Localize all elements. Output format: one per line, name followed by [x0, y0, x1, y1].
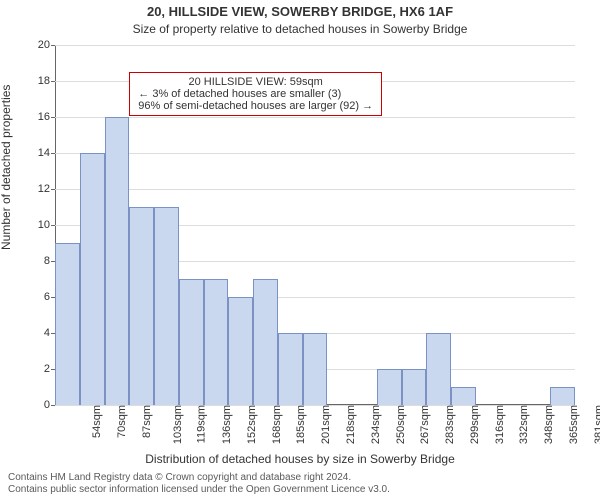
y-tick-label: 8: [18, 255, 50, 267]
x-tick-label: 119sqm: [196, 405, 208, 443]
y-tick-mark: [51, 189, 55, 190]
x-tick-label: 201sqm: [320, 405, 332, 444]
y-tick-label: 0: [18, 399, 50, 411]
y-tick-label: 12: [18, 183, 50, 195]
x-tick-label: 218sqm: [345, 405, 357, 444]
y-tick-label: 4: [18, 327, 50, 339]
histogram-bar: [451, 387, 476, 405]
gridline: [55, 189, 575, 190]
histogram-bar: [426, 333, 451, 405]
y-axis-label: Number of detached properties: [0, 85, 13, 250]
annotation-line: 96% of semi-detached houses are larger (…: [138, 100, 373, 112]
histogram-bar: [253, 279, 278, 405]
x-tick-label: 316sqm: [494, 405, 506, 444]
annotation-line: 20 HILLSIDE VIEW: 59sqm: [138, 76, 373, 88]
plot-area: 54sqm70sqm87sqm103sqm119sqm136sqm152sqm1…: [55, 45, 575, 405]
histogram-bar: [105, 117, 130, 405]
histogram-bar: [80, 153, 105, 405]
x-tick-label: 103sqm: [172, 405, 184, 444]
x-tick-label: 54sqm: [91, 405, 103, 438]
annotation-box: 20 HILLSIDE VIEW: 59sqm← 3% of detached …: [129, 72, 382, 116]
y-tick-label: 14: [18, 147, 50, 159]
histogram-bar: [228, 297, 253, 405]
histogram-bar: [129, 207, 154, 405]
histogram-bar: [154, 207, 179, 405]
chart-title: 20, HILLSIDE VIEW, SOWERBY BRIDGE, HX6 1…: [0, 4, 600, 19]
y-tick-label: 20: [18, 39, 50, 51]
annotation-line: ← 3% of detached houses are smaller (3): [138, 88, 373, 100]
y-tick-mark: [51, 225, 55, 226]
x-tick-label: 283sqm: [444, 405, 456, 444]
histogram-bar: [303, 333, 328, 405]
x-tick-label: 185sqm: [296, 405, 308, 444]
histogram-bar: [402, 369, 427, 405]
footer-line-1: Contains HM Land Registry data © Crown c…: [8, 472, 592, 484]
x-tick-label: 299sqm: [469, 405, 481, 444]
x-tick-label: 152sqm: [246, 405, 258, 444]
x-tick-label: 136sqm: [221, 405, 233, 444]
y-tick-label: 16: [18, 111, 50, 123]
histogram-bar: [377, 369, 402, 405]
y-tick-mark: [51, 45, 55, 46]
y-tick-mark: [51, 153, 55, 154]
histogram-bar: [179, 279, 204, 405]
histogram-bar: [55, 243, 80, 405]
x-tick-label: 348sqm: [543, 405, 555, 444]
histogram-bar: [204, 279, 229, 405]
x-axis-label: Distribution of detached houses by size …: [0, 452, 600, 466]
chart-container: 20, HILLSIDE VIEW, SOWERBY BRIDGE, HX6 1…: [0, 0, 600, 500]
footer-attribution: Contains HM Land Registry data © Crown c…: [8, 472, 592, 496]
y-tick-label: 10: [18, 219, 50, 231]
x-tick-label: 70sqm: [116, 405, 128, 438]
gridline: [55, 45, 575, 46]
y-tick-mark: [51, 405, 55, 406]
histogram-bar: [550, 387, 575, 405]
gridline: [55, 117, 575, 118]
x-tick-label: 250sqm: [395, 405, 407, 444]
x-tick-label: 168sqm: [271, 405, 283, 444]
x-tick-label: 234sqm: [370, 405, 382, 444]
y-tick-mark: [51, 81, 55, 82]
x-tick-label: 267sqm: [419, 405, 431, 444]
x-tick-label: 87sqm: [141, 405, 153, 438]
y-tick-label: 2: [18, 363, 50, 375]
x-tick-label: 381sqm: [593, 405, 600, 444]
y-tick-label: 6: [18, 291, 50, 303]
histogram-bar: [278, 333, 303, 405]
x-tick-label: 332sqm: [518, 405, 530, 444]
gridline: [55, 153, 575, 154]
y-tick-mark: [51, 117, 55, 118]
chart-subtitle: Size of property relative to detached ho…: [0, 22, 600, 36]
x-tick-label: 365sqm: [568, 405, 580, 444]
footer-line-2: Contains public sector information licen…: [8, 484, 592, 496]
y-tick-label: 18: [18, 75, 50, 87]
